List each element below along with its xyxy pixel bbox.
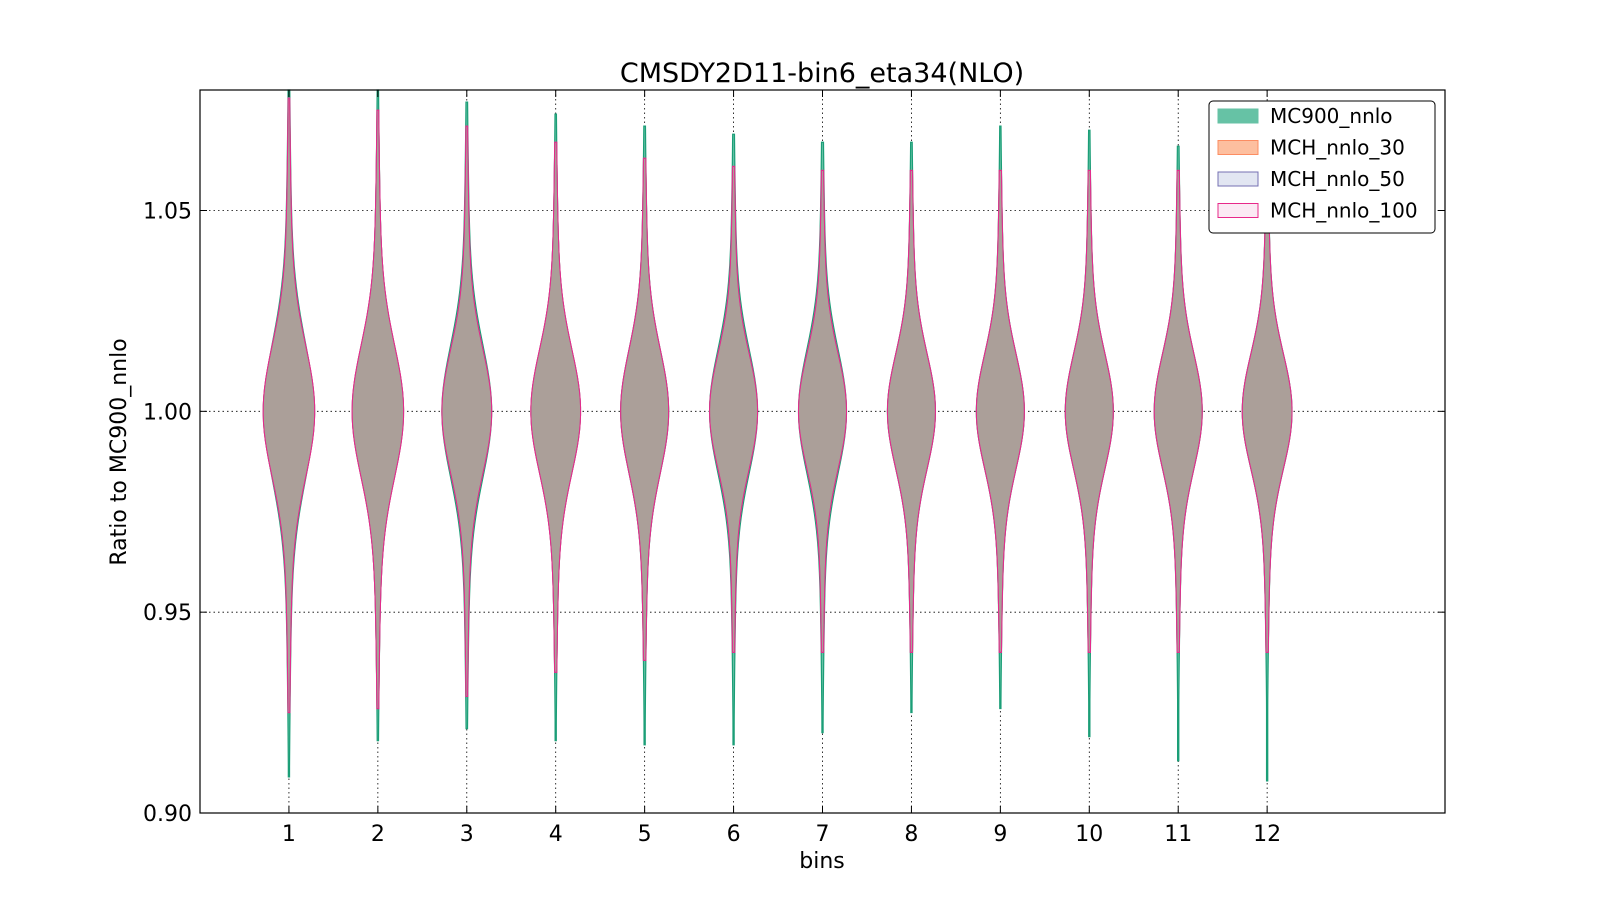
violin-mch100-bin-10 (1064, 169, 1114, 653)
legend-swatch-mch100 (1217, 203, 1259, 218)
y-axis-label: Ratio to MC900_nnlo (107, 338, 132, 565)
x-tick-label: 11 (1164, 822, 1192, 847)
x-tick-label: 5 (638, 822, 652, 847)
x-tick-label: 6 (727, 822, 741, 847)
legend-swatch-mc900 (1217, 108, 1259, 124)
x-tick-label: 9 (993, 822, 1007, 847)
legend-label-mc900: MC900_nnlo (1270, 104, 1393, 128)
x-tick-label: 3 (460, 822, 474, 847)
x-tick-label: 10 (1075, 822, 1103, 847)
x-tick-label: 1 (282, 822, 296, 847)
y-tick-label: 0.95 (143, 601, 192, 626)
violins (262, 89, 1293, 782)
x-tick-label: 8 (904, 822, 918, 847)
x-tick-label: 2 (371, 822, 385, 847)
violin-mch100-bin-3 (441, 125, 493, 698)
axis-ticks: 1 2 3 4 5 6 7 8 9 10 11 120.900.951.001.05 (143, 90, 1445, 847)
violin-mch100-bin-8 (886, 169, 936, 653)
legend-label-mch50: MCH_nnlo_50 (1270, 167, 1405, 191)
y-tick-label: 0.90 (143, 802, 192, 827)
legend-frame (1208, 100, 1436, 234)
violin-mch100-bin-9 (975, 169, 1025, 653)
legend: MC900_nnlo MCH_nnlo_30 MCH_nnlo_50 MCH_nnlo… (1208, 100, 1436, 234)
y-tick-label: 1.05 (143, 200, 192, 225)
violin-mch100-bin-6 (709, 165, 759, 653)
x-tick-label: 7 (816, 822, 830, 847)
chart-title: CMSDY2D11-bin6_eta34(NLO) (620, 58, 1024, 89)
violin-mch100-bin-5 (620, 157, 670, 661)
violin-mch100-bin-7 (797, 169, 848, 653)
legend-swatch-mch50 (1217, 171, 1259, 187)
y-tick-label: 1.00 (143, 400, 192, 425)
violin-mch100-bin-4 (530, 141, 582, 673)
legend-swatch-mch30 (1217, 140, 1259, 155)
x-tick-label: 12 (1253, 822, 1281, 847)
violin-mch100-bin-1 (262, 97, 316, 714)
legend-label-mch30: MCH_nnlo_30 (1270, 136, 1405, 160)
x-axis-label: bins (799, 849, 844, 874)
x-tick-label: 4 (549, 822, 563, 847)
violin-mch100-bin-2 (351, 109, 405, 710)
legend-label-mch100: MCH_nnlo_100 (1270, 199, 1418, 223)
violin-mch100-bin-11 (1153, 169, 1203, 653)
